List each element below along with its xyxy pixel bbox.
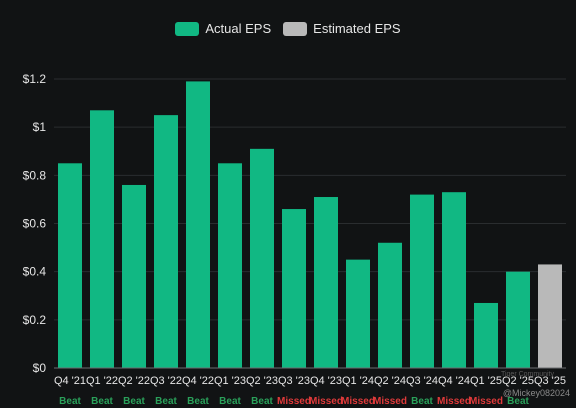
- result-label: Missed: [437, 396, 471, 407]
- result-label: Missed: [277, 396, 311, 407]
- x-tick-label: Q1 '23: [214, 375, 246, 387]
- bar-estimated: [538, 264, 562, 368]
- x-tick-label: Q2 '25: [502, 375, 534, 387]
- x-tick-label: Q4 '21: [54, 375, 86, 387]
- result-label: Beat: [219, 396, 241, 407]
- y-tick-label: $1.2: [23, 72, 47, 86]
- result-label: Beat: [411, 396, 433, 407]
- legend-label-actual: Actual EPS: [205, 21, 272, 36]
- result-label: Beat: [123, 396, 145, 407]
- x-tick-label: Q3 '22: [150, 375, 182, 387]
- result-label: Beat: [155, 396, 177, 407]
- legend-swatch-estimated: [283, 21, 308, 36]
- bar-actual: [314, 197, 338, 368]
- bar-actual: [282, 209, 306, 368]
- legend-label-estimated: Estimated EPS: [313, 21, 401, 36]
- x-tick-label: Q1 '25: [470, 375, 502, 387]
- bar-actual: [442, 192, 466, 368]
- bar-actual: [58, 163, 82, 368]
- legend-swatch-actual: [175, 21, 200, 36]
- x-tick-label: Q4 '24: [438, 375, 470, 387]
- watermark-logo: Tiger Community: [500, 371, 554, 378]
- result-label: Missed: [309, 396, 343, 407]
- x-tick-label: Q3 '23: [278, 375, 310, 387]
- result-label: Beat: [91, 396, 113, 407]
- y-tick-label: $0.8: [23, 168, 47, 182]
- bar-actual: [250, 148, 274, 368]
- y-tick-label: $0.2: [23, 313, 47, 327]
- bar-actual: [378, 242, 402, 368]
- bar-actual: [506, 271, 530, 368]
- x-tick-label: Q2 '22: [118, 375, 150, 387]
- x-tick-label: Q1 '22: [86, 375, 118, 387]
- y-tick-label: $0.6: [23, 217, 47, 231]
- x-tick-label: Q4 '23: [310, 375, 342, 387]
- y-tick-label: $1: [33, 120, 47, 134]
- legend-item-actual[interactable]: Actual EPS: [175, 21, 271, 36]
- bar-actual: [218, 163, 242, 368]
- y-tick-label: $0.4: [23, 265, 47, 279]
- y-tick-label: $0: [33, 361, 47, 375]
- x-tick-label: Q2 '23: [246, 375, 278, 387]
- x-tick-label: Q2 '24: [374, 375, 406, 387]
- x-tick-label: Q1 '24: [342, 375, 374, 387]
- bar-actual: [90, 110, 114, 368]
- bar-actual: [346, 259, 370, 368]
- bar-actual: [122, 184, 146, 368]
- x-tick-label: Q3 '25: [534, 375, 566, 387]
- x-tick-label: Q4 '22: [182, 375, 214, 387]
- legend-item-estimated[interactable]: Estimated EPS: [283, 21, 401, 36]
- result-label: Beat: [507, 396, 529, 407]
- result-label: Beat: [251, 396, 273, 407]
- watermark-text: @Mickey082024: [502, 388, 570, 398]
- bar-actual: [186, 81, 210, 369]
- x-tick-label: Q3 '24: [406, 375, 438, 387]
- result-label: Missed: [341, 396, 375, 407]
- bar-actual: [474, 302, 498, 368]
- result-label: Beat: [187, 396, 209, 407]
- chart-legend: Actual EPS Estimated EPS: [0, 21, 576, 36]
- result-label: Missed: [373, 396, 407, 407]
- bar-actual: [154, 115, 178, 368]
- bar-actual: [410, 194, 434, 368]
- result-label: Beat: [59, 396, 81, 407]
- result-label: Missed: [469, 396, 503, 407]
